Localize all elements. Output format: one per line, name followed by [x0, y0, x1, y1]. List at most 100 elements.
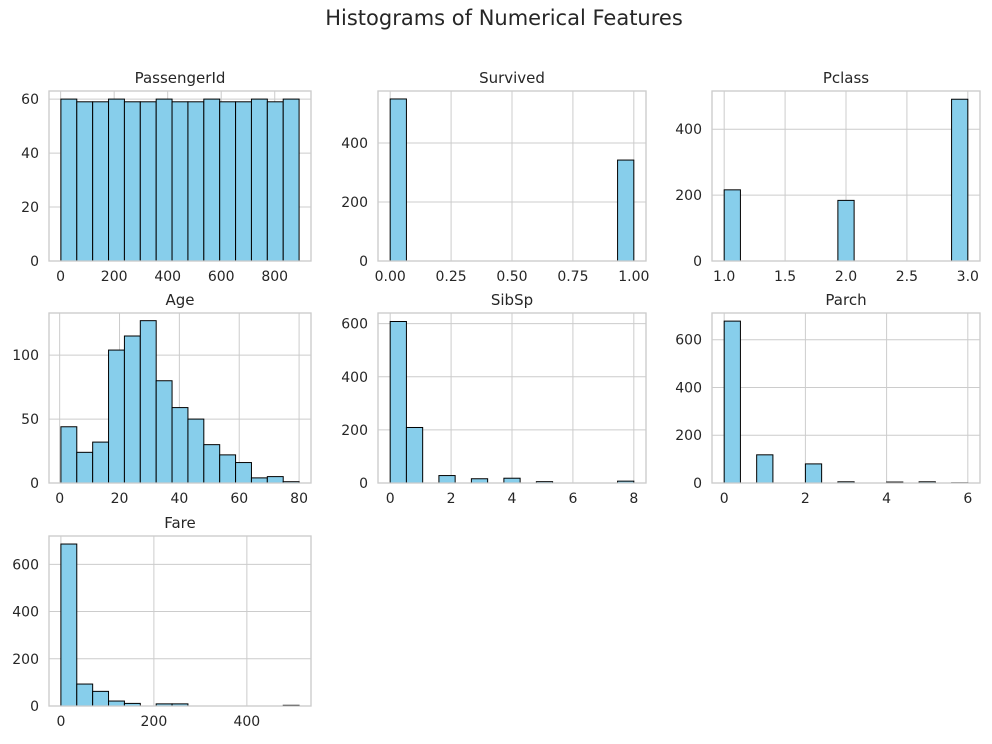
passengerid-y-tick-label: 60	[21, 92, 39, 108]
histogram-parch: Parch 0 2 4 6 0 200 400 600	[675, 291, 981, 507]
parch-subplot-title: Parch	[825, 291, 866, 309]
age-bar	[203, 444, 221, 484]
age-y-tick-label: 50	[21, 412, 39, 428]
passengerid-bar	[219, 101, 237, 262]
sibsp-y-tick-label: 0	[359, 476, 368, 492]
parch-x-tick-label: 6	[963, 491, 972, 507]
pclass-subplot-title: Pclass	[823, 69, 869, 87]
histogram-age: Age 0 20 40 60 80 0 50 100	[12, 291, 312, 507]
fare-x-tick-label: 0	[56, 714, 65, 730]
fare-y-tick-label: 600	[12, 557, 39, 573]
passengerid-bar	[108, 98, 125, 262]
sibsp-x-tick-label: 0	[386, 491, 395, 507]
age-bar	[155, 380, 173, 484]
survived-bar	[389, 98, 407, 262]
sibsp-bar	[405, 426, 424, 484]
sibsp-x-tick-label: 8	[629, 491, 638, 507]
passengerid-bar	[171, 101, 189, 262]
fare-bar	[92, 690, 110, 707]
fare-x-tick-label: 400	[233, 714, 260, 730]
fare-bar	[76, 683, 94, 707]
survived-y-tick-label: 200	[341, 195, 368, 211]
pclass-bar	[723, 189, 741, 262]
pclass-x-tick-label: 1.5	[774, 269, 796, 285]
parch-y-tick-label: 400	[675, 380, 702, 396]
age-bar	[60, 426, 78, 484]
figure-title: Histograms of Numerical Features	[325, 6, 683, 30]
age-bar	[171, 407, 189, 484]
fare-y-tick-label: 400	[12, 605, 39, 621]
passengerid-y-tick-label: 20	[21, 200, 39, 216]
age-y-tick-label: 0	[30, 476, 39, 492]
age-bar	[250, 477, 268, 484]
parch-y-tick-label: 600	[675, 333, 702, 349]
passengerid-bar	[60, 98, 78, 262]
sibsp-frame-border	[377, 312, 647, 484]
passengerid-x-tick-label: 600	[208, 269, 235, 285]
age-x-tick-label: 80	[290, 491, 308, 507]
parch-bar	[756, 454, 774, 484]
pclass-x-tick-label: 1.0	[713, 269, 735, 285]
pclass-y-tick-label: 400	[675, 122, 702, 138]
passengerid-y-tick-label: 40	[21, 146, 39, 162]
age-bar	[108, 349, 125, 484]
parch-y-tick-label: 200	[675, 428, 702, 444]
parch-x-tick-label: 0	[720, 491, 729, 507]
fare-frame-border	[48, 535, 312, 707]
survived-frame-border	[377, 90, 647, 262]
passengerid-subplot-title: PassengerId	[135, 69, 226, 87]
fare-bar	[60, 543, 78, 707]
parch-y-tick-label: 0	[693, 476, 702, 492]
survived-y-tick-label: 400	[341, 136, 368, 152]
age-bar	[139, 320, 157, 484]
survived-x-tick-label: 1.00	[618, 269, 649, 285]
sibsp-subplot-title: SibSp	[491, 291, 533, 309]
passengerid-bar	[123, 101, 141, 262]
pclass-x-tick-label: 3.0	[957, 269, 979, 285]
survived-bar	[617, 159, 635, 262]
parch-plot-area	[711, 312, 981, 484]
survived-x-tick-label: 0.75	[557, 269, 588, 285]
age-x-tick-label: 60	[230, 491, 248, 507]
sibsp-x-tick-label: 2	[447, 491, 456, 507]
passengerid-x-tick-label: 200	[101, 269, 128, 285]
age-x-tick-label: 40	[170, 491, 188, 507]
survived-x-tick-label: 0.50	[496, 269, 527, 285]
age-y-tick-label: 100	[12, 348, 39, 364]
parch-bar	[804, 463, 823, 484]
passengerid-bar	[187, 101, 205, 262]
histogram-survived: Survived 0.00 0.25 0.50 0.75 1.00 0 200 400	[341, 69, 649, 285]
pclass-frame-border	[711, 90, 981, 262]
fare-subplot-title: Fare	[164, 514, 196, 532]
passengerid-bar	[235, 101, 252, 262]
fare-x-tick-label: 200	[141, 714, 168, 730]
histogram-pclass: Pclass 1.0 1.5 2.0 2.5 3.0 0 200 400	[675, 69, 981, 285]
passengerid-y-tick-label: 0	[30, 254, 39, 270]
histogram-passengerid: PassengerId 0 200 400 600 800 0 20 40 60	[21, 69, 312, 285]
passengerid-x-tick-label: 400	[154, 269, 181, 285]
parch-x-tick-label: 2	[801, 491, 810, 507]
age-bar	[76, 451, 94, 484]
age-bar	[123, 335, 141, 484]
histogram-fare: Fare 0 200 400 0 200 400 600	[12, 514, 312, 730]
age-subplot-title: Age	[165, 291, 194, 309]
pclass-y-tick-label: 200	[675, 188, 702, 204]
sibsp-bar	[438, 475, 456, 484]
sibsp-x-tick-label: 6	[568, 491, 577, 507]
sibsp-bar	[470, 478, 489, 484]
fare-bar	[108, 700, 125, 707]
sibsp-y-tick-label: 600	[341, 317, 368, 333]
survived-x-tick-label: 0.00	[375, 269, 406, 285]
parch-frame-border	[711, 312, 981, 484]
age-bar	[266, 476, 284, 484]
passengerid-bar	[92, 101, 110, 262]
sibsp-bar	[389, 321, 407, 484]
pclass-bar	[951, 98, 969, 262]
survived-subplot-title: Survived	[479, 69, 545, 87]
passengerid-bar	[282, 98, 300, 262]
pclass-x-tick-label: 2.5	[896, 269, 918, 285]
age-x-tick-label: 20	[111, 491, 129, 507]
passengerid-frame-border	[48, 90, 312, 262]
parch-x-tick-label: 4	[882, 491, 891, 507]
passengerid-x-tick-label: 800	[261, 269, 288, 285]
